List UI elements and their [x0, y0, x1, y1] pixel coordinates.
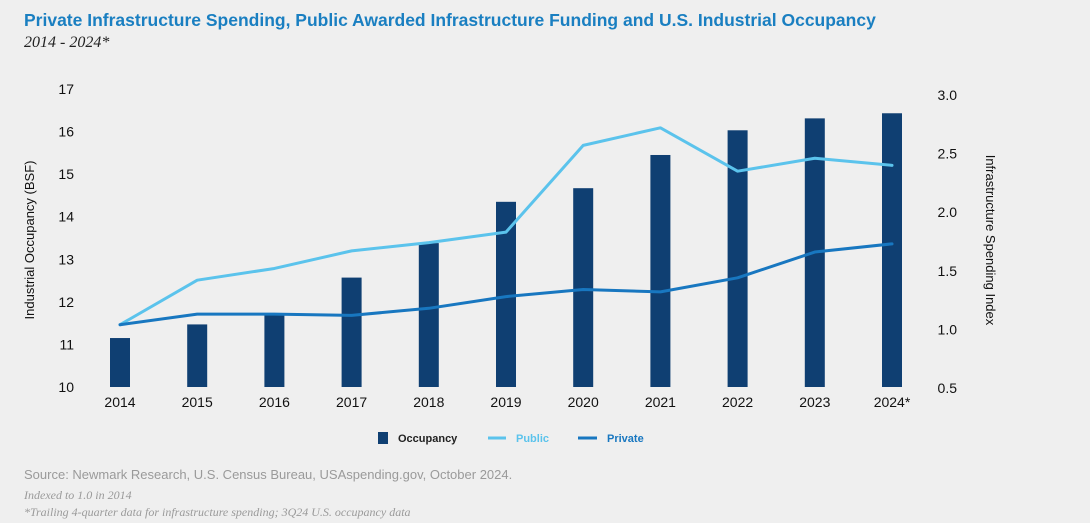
- right-axis-ticks: 0.5 1.0 1.5 2.0 2.5 3.0: [938, 87, 958, 396]
- x-tick-label: 2024*: [874, 394, 911, 410]
- x-tick-label: 2022: [722, 394, 753, 410]
- x-tick-label: 2020: [568, 394, 599, 410]
- occupancy-bar-2021: [650, 154, 671, 387]
- x-tick-label: 2017: [336, 394, 367, 410]
- left-tick-label: 11: [59, 336, 74, 352]
- occupancy-bar-2022: [727, 130, 748, 387]
- left-tick-label: 14: [58, 209, 74, 225]
- occupancy-bar-2020: [573, 188, 594, 387]
- right-tick-label: 2.5: [938, 146, 958, 162]
- left-tick-label: 12: [58, 294, 74, 310]
- right-tick-label: 1.5: [938, 263, 958, 279]
- index-note: Indexed to 1.0 in 2014: [24, 488, 132, 502]
- occupancy-bars: [110, 113, 902, 388]
- x-tick-label: 2016: [259, 394, 290, 410]
- right-tick-label: 1.0: [938, 321, 958, 337]
- x-tick-label: 2021: [645, 394, 676, 410]
- legend-occupancy-label: Occupancy: [398, 433, 458, 445]
- occupancy-bar-2017: [341, 277, 362, 387]
- footnote: *Trailing 4-quarter data for infrastruct…: [24, 505, 411, 519]
- occupancy-bar-2019: [496, 201, 516, 387]
- right-tick-label: 3.0: [938, 87, 958, 103]
- chart-subtitle: 2014 - 2024*: [24, 34, 110, 51]
- left-tick-label: 13: [58, 251, 74, 267]
- right-axis-label: Infrastructure Spending Index: [983, 155, 998, 326]
- private-line: [118, 242, 894, 327]
- left-tick-label: 10: [58, 379, 74, 395]
- legend-private-label: Private: [607, 433, 644, 445]
- left-axis-ticks: 10 11 12 13 14 15 16 17: [58, 81, 74, 395]
- right-tick-label: 2.0: [938, 204, 958, 220]
- occupancy-bar-2024: [882, 113, 902, 387]
- legend-public-label: Public: [516, 433, 549, 445]
- x-tick-label: 2018: [413, 394, 444, 410]
- legend: Occupancy Public Private: [378, 432, 644, 445]
- public-line: [118, 126, 894, 327]
- left-tick-label: 16: [58, 124, 74, 140]
- source-text: Source: Newmark Research, U.S. Census Bu…: [24, 467, 513, 482]
- left-tick-label: 15: [58, 166, 74, 182]
- chart-title: Private Infrastructure Spending, Public …: [24, 10, 876, 30]
- x-axis-ticks: 2014 2015 2016 2017 2018 2019 2020 2021 2022 2023…: [104, 394, 910, 410]
- x-tick-label: 2014: [104, 394, 135, 410]
- x-tick-label: 2023: [799, 394, 830, 410]
- left-axis-label: Industrial Occupancy (BSF): [22, 161, 37, 320]
- x-tick-label: 2019: [490, 394, 521, 410]
- occupancy-bar-2018: [418, 243, 439, 387]
- series-lines: [118, 126, 894, 327]
- occupancy-bar-2014: [110, 338, 130, 387]
- occupancy-bar-2016: [264, 313, 285, 387]
- occupancy-bar-2015: [187, 324, 208, 387]
- x-tick-label: 2015: [182, 394, 213, 410]
- legend-occupancy-swatch: [378, 432, 388, 444]
- right-tick-label: 0.5: [938, 380, 958, 396]
- left-tick-label: 17: [58, 81, 74, 97]
